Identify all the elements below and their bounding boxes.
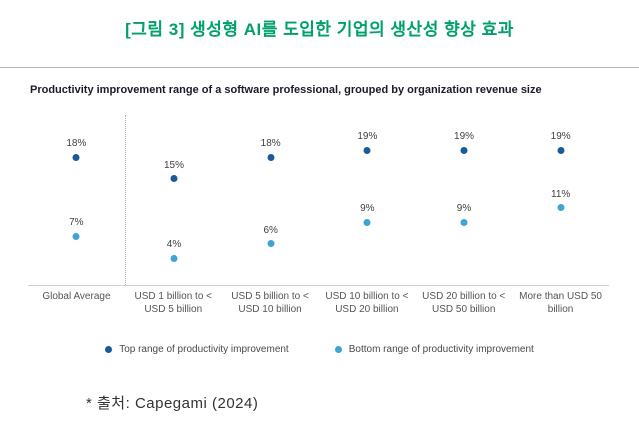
data-point-value-label: 19% bbox=[550, 131, 571, 142]
category-label: USD 1 billion to < USD 5 billion bbox=[134, 291, 213, 315]
chart-column: 19% 11% bbox=[512, 115, 609, 285]
legend-label: Bottom range of productivity improvement bbox=[348, 344, 534, 355]
data-point-dot bbox=[170, 175, 178, 183]
data-point-value-label: 9% bbox=[456, 203, 472, 214]
data-point-dot bbox=[72, 232, 80, 240]
category-label: USD 10 billion to < USD 20 billion bbox=[325, 291, 409, 315]
chart-column: 15% 4% bbox=[126, 115, 223, 285]
data-point-value-label: 18% bbox=[66, 138, 87, 150]
legend-item: Bottom range of productivity improvement bbox=[334, 344, 534, 355]
data-point-dot bbox=[363, 146, 371, 154]
data-point-value-label: 19% bbox=[454, 131, 475, 142]
data-point-dot bbox=[460, 218, 468, 226]
category-label: Global Average bbox=[42, 291, 111, 302]
data-point-value-label: 7% bbox=[69, 217, 84, 229]
chart-column: 19% 9% bbox=[319, 115, 416, 285]
category-label: More than USD 50 billion bbox=[519, 291, 602, 315]
chart-column: 18% 6% bbox=[222, 115, 319, 285]
data-point-dot bbox=[363, 218, 371, 226]
data-point-value-label: 15% bbox=[163, 159, 185, 171]
source-note: * 출처: Capegami (2024) bbox=[86, 395, 259, 412]
category-label: USD 20 billion to < USD 50 billion bbox=[422, 291, 506, 315]
legend-dot-icon bbox=[334, 346, 342, 353]
data-point-value-label: 19% bbox=[357, 131, 378, 142]
data-point-dot bbox=[460, 146, 468, 154]
data-point-dot bbox=[72, 153, 80, 161]
chart-column: 19% 9% bbox=[416, 115, 513, 285]
chart-legend: Top range of productivity improvement Bot… bbox=[0, 344, 639, 355]
category-axis: Global Average USD 1 billion to < USD 5 b… bbox=[28, 290, 609, 316]
legend-dot-icon bbox=[105, 346, 113, 353]
data-point-dot bbox=[267, 153, 275, 161]
data-point-value-label: 11% bbox=[551, 188, 571, 200]
figure-title: [그림 3] 생성형 AI를 도입한 기업의 생산성 향상 효과 bbox=[125, 20, 514, 39]
chart-title: Productivity improvement range of a soft… bbox=[30, 84, 542, 96]
legend-item: Top range of productivity improvement bbox=[105, 344, 289, 355]
plot-area: 18% 7% 15% 4% 18% 6% 19% 9% 19% 9% 19% 11% bbox=[28, 115, 609, 286]
category-label: USD 5 billion to < USD 10 billion bbox=[231, 291, 309, 315]
legend-label: Top range of productivity improvement bbox=[119, 344, 289, 355]
horizontal-divider bbox=[0, 67, 639, 68]
data-point-dot bbox=[170, 254, 178, 262]
data-point-value-label: 18% bbox=[260, 138, 281, 150]
data-point-dot bbox=[557, 204, 565, 212]
data-point-value-label: 9% bbox=[360, 203, 375, 214]
data-point-value-label: 6% bbox=[263, 224, 278, 236]
data-point-value-label: 4% bbox=[166, 239, 182, 250]
data-point-dot bbox=[557, 146, 565, 154]
chart-column: 18% 7% bbox=[28, 115, 126, 285]
data-point-dot bbox=[267, 240, 275, 248]
